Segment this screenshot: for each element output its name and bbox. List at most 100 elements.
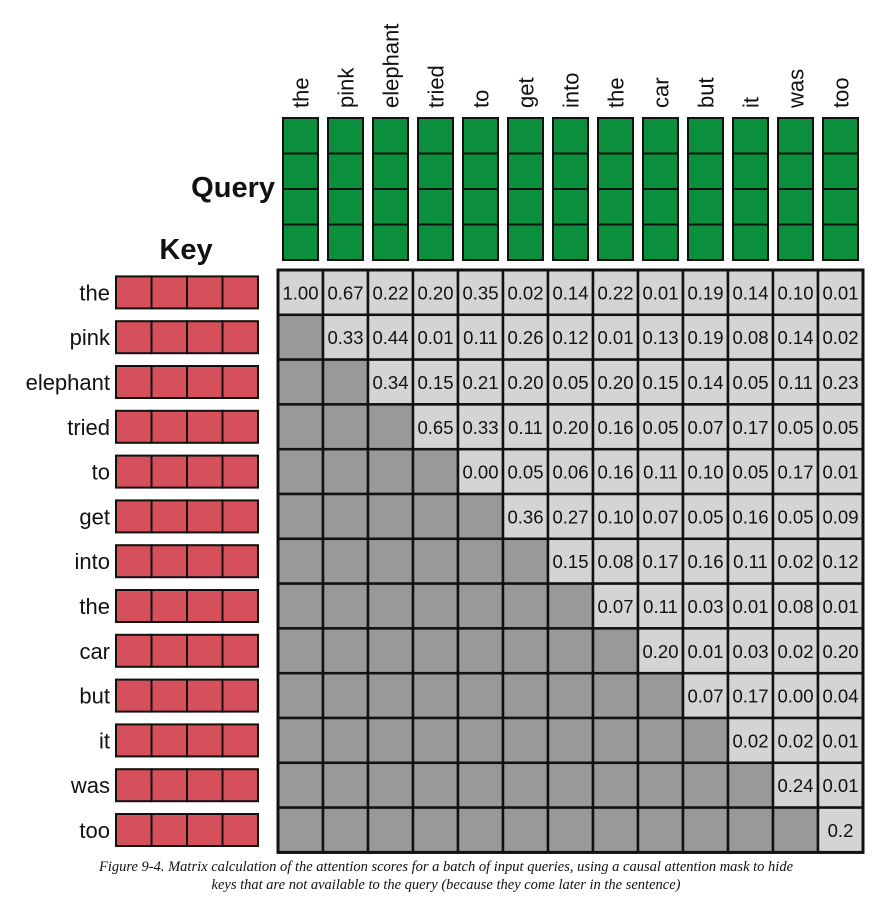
query-vector (777, 117, 814, 261)
query-vector-cell (327, 152, 364, 190)
score-cell (591, 447, 640, 496)
query-token-label: car (649, 77, 674, 108)
key-token-label: into (75, 549, 110, 574)
score-value: 0.01 (822, 596, 858, 617)
masked-cell (276, 537, 325, 585)
query-vector-cell (822, 223, 859, 261)
score-value: 0.14 (777, 327, 813, 348)
key-title: Key (159, 234, 212, 266)
masked-cell (321, 403, 370, 451)
key-token-label: pink (70, 325, 111, 350)
key-vector-cell (150, 589, 188, 623)
score-value: 0.34 (372, 372, 408, 393)
score-value: 0.05 (687, 506, 723, 527)
score-value: 0.07 (597, 596, 633, 617)
query-vector-cell (327, 188, 364, 226)
masked-cell (321, 537, 370, 585)
key-vector (115, 320, 259, 355)
score-cell (726, 537, 775, 585)
masked-cell (456, 492, 505, 541)
masked-cell (636, 806, 685, 854)
score-cell (816, 403, 865, 451)
query-vector-cell (687, 117, 724, 155)
masked-cell (501, 582, 550, 630)
key-token-labels: the pink elephant tried to get into the car but it… (26, 280, 111, 843)
masked-cell (366, 537, 415, 585)
score-value: 0.33 (462, 417, 498, 438)
key-token-label: to (92, 460, 110, 485)
masked-cell (501, 627, 550, 675)
score-cell (726, 627, 775, 675)
masked-cell (411, 537, 460, 585)
query-token-label: into (559, 73, 584, 108)
key-vector (115, 768, 259, 803)
masked-cell (456, 537, 505, 585)
masked-cell (681, 716, 730, 765)
key-vector-cell (221, 723, 259, 758)
query-vector-cell (642, 152, 679, 190)
key-token-label: car (79, 639, 110, 664)
key-vector-cell (221, 275, 259, 310)
query-token-label: the (289, 77, 314, 108)
key-vector-cell (115, 723, 153, 758)
masked-cell (366, 761, 415, 809)
query-vector-cell (417, 152, 454, 190)
masked-cell (276, 358, 325, 406)
score-cell (816, 627, 865, 675)
key-vector-cell (115, 409, 153, 444)
query-vector-cell (687, 188, 724, 226)
score-value: 0.07 (642, 506, 678, 527)
score-value: 0.01 (822, 730, 858, 751)
query-vector-cell (777, 223, 814, 261)
masked-cell (501, 716, 550, 765)
masked-cell (636, 671, 685, 720)
masked-cell (276, 582, 325, 630)
score-cell (771, 761, 820, 809)
score-cell (636, 537, 685, 585)
key-vector (115, 499, 259, 534)
masked-cell (276, 761, 325, 809)
query-vector-cell (462, 152, 499, 190)
score-value: 0.01 (822, 775, 858, 796)
score-value: 0.01 (417, 327, 453, 348)
masked-cell (411, 582, 460, 630)
key-vector-cell (150, 678, 188, 713)
score-cell (771, 537, 820, 585)
score-value: 0.35 (462, 282, 498, 303)
masked-cell (546, 761, 595, 809)
masked-cell (726, 761, 775, 809)
score-value: 0.20 (642, 641, 678, 662)
score-value: 0.05 (777, 506, 813, 527)
masked-cell (591, 671, 640, 720)
key-vector-cell (186, 589, 224, 623)
masked-cell (546, 806, 595, 854)
score-value: 0.26 (507, 327, 543, 348)
score-cell (726, 492, 775, 541)
score-cell (816, 806, 865, 854)
score-value: 0.02 (822, 327, 858, 348)
masked-cell (411, 627, 460, 675)
key-vector-cell (221, 499, 259, 534)
score-cell (681, 627, 730, 675)
masked-cell (681, 761, 730, 809)
query-vector-cell (732, 152, 769, 190)
masked-cell (501, 537, 550, 585)
key-vector-cell (186, 409, 224, 444)
key-vector-cell (115, 768, 153, 803)
query-vector-cell (417, 117, 454, 155)
query-vector-cell (372, 117, 409, 155)
score-value: 0.02 (507, 282, 543, 303)
key-vector-cell (115, 365, 153, 399)
score-value: 0.07 (687, 417, 723, 438)
key-vector-cell (150, 633, 188, 668)
score-value: 0.15 (642, 372, 678, 393)
score-value: 0.03 (732, 641, 768, 662)
score-value: 0.14 (687, 372, 723, 393)
score-value: 0.08 (732, 327, 768, 348)
score-value: 0.02 (777, 641, 813, 662)
key-token-label: too (79, 818, 110, 843)
masked-cell (321, 582, 370, 630)
query-vector-cell (597, 152, 634, 190)
score-value: 0.27 (552, 506, 588, 527)
score-cell (591, 268, 640, 317)
